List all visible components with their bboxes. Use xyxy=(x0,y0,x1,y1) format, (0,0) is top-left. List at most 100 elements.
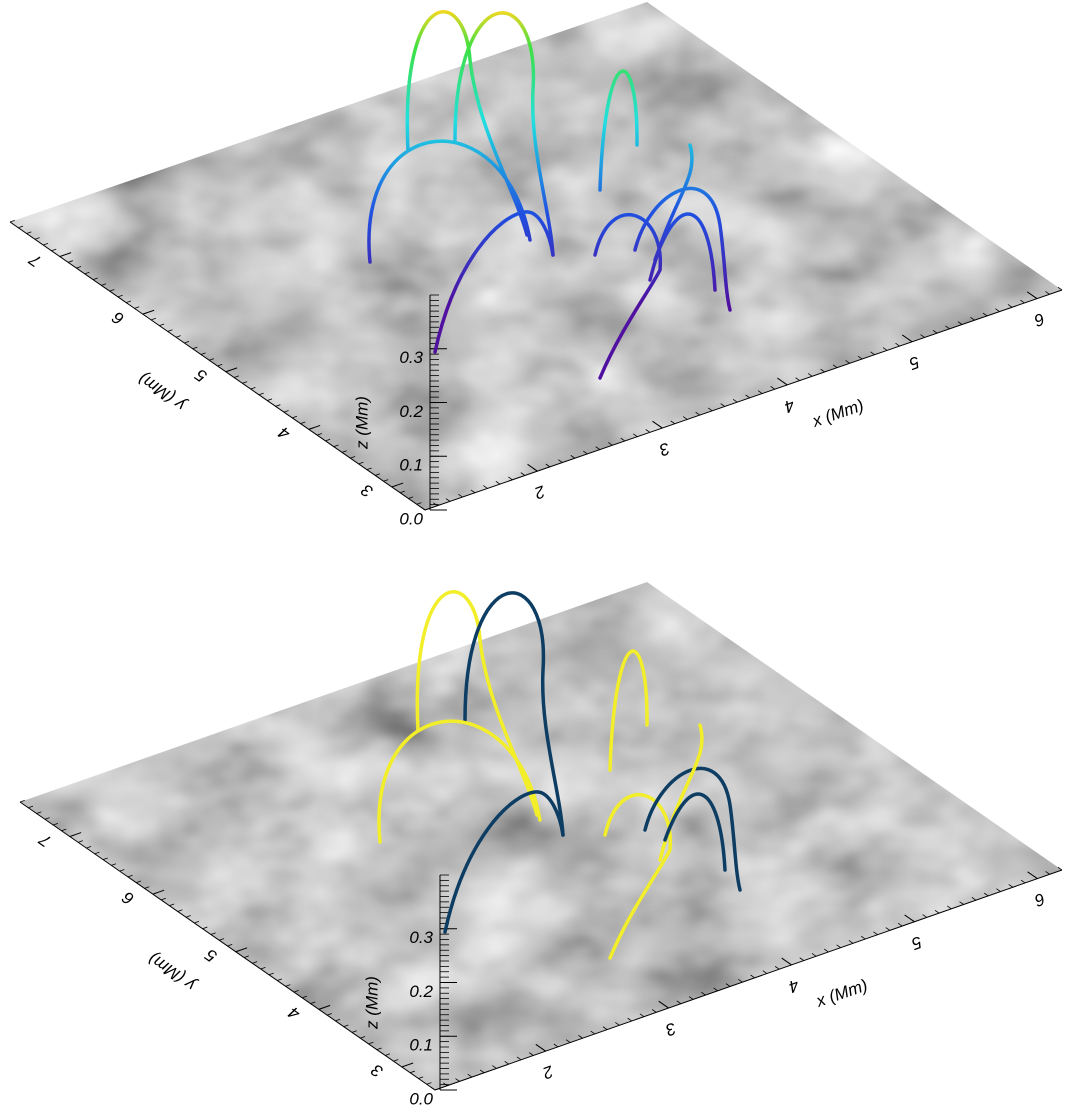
minor-tick xyxy=(934,909,940,914)
minor-tick xyxy=(602,1026,608,1030)
minor-tick xyxy=(1057,866,1063,871)
minor-tick xyxy=(520,472,526,476)
field-line xyxy=(663,792,727,872)
minor-tick xyxy=(160,897,166,901)
panel: 2 3 4 5 6 3 4 5 6 7 0.0 0.1 0.2 0.3 x (Mm) y (Mm) z (Mm) xyxy=(9,2,1063,528)
minor-tick xyxy=(479,1069,485,1074)
y-tick-label: 3 xyxy=(367,1060,386,1081)
minor-tick xyxy=(94,851,100,855)
z-tick-label: 0.3 xyxy=(409,928,433,947)
minor-tick xyxy=(267,398,273,401)
x-tick xyxy=(777,377,788,386)
minor-tick xyxy=(126,300,132,304)
minor-tick xyxy=(1045,871,1050,875)
x-axis-label: x (Mm) xyxy=(809,396,866,432)
y-tick-label: 6 xyxy=(108,307,127,328)
minor-tick xyxy=(799,957,805,961)
y-tick xyxy=(69,832,82,838)
minor-tick xyxy=(426,1082,432,1085)
minor-tick xyxy=(53,823,59,826)
minor-tick xyxy=(945,325,950,330)
minor-tick xyxy=(102,857,108,860)
minor-tick xyxy=(470,489,476,494)
y-tick-label: 5 xyxy=(191,365,210,386)
minor-tick xyxy=(200,352,206,355)
minor-tick xyxy=(632,433,638,437)
minor-tick xyxy=(971,897,977,901)
y-tick xyxy=(142,309,155,315)
minor-tick xyxy=(150,317,156,321)
minor-tick xyxy=(845,360,850,364)
minor-tick xyxy=(982,312,988,317)
minor-tick xyxy=(109,289,115,292)
minor-tick xyxy=(848,940,854,944)
z-axis-label: z (Mm) xyxy=(362,976,381,1030)
minor-tick xyxy=(495,480,501,485)
minor-tick xyxy=(836,944,841,948)
minor-tick xyxy=(455,1078,460,1082)
minor-tick xyxy=(1020,299,1025,304)
x-tick-label: 4 xyxy=(782,395,797,416)
minor-tick xyxy=(713,987,718,992)
x-tick-label: 3 xyxy=(663,1018,679,1039)
minor-tick xyxy=(134,306,140,309)
minor-tick xyxy=(1020,879,1026,884)
x-tick-label: 5 xyxy=(906,352,922,373)
minor-tick xyxy=(695,411,701,416)
minor-tick xyxy=(376,1047,382,1051)
field-line xyxy=(598,69,639,192)
minor-tick xyxy=(175,335,181,338)
minor-tick xyxy=(341,450,347,453)
minor-tick xyxy=(28,805,34,809)
minor-tick xyxy=(351,1030,357,1033)
x-tick xyxy=(535,1043,546,1052)
y-axis-label: y (Mm) xyxy=(135,369,190,415)
minor-tick xyxy=(275,404,281,407)
minor-tick xyxy=(639,1013,645,1017)
x-axis xyxy=(434,869,1063,1091)
minor-tick xyxy=(595,446,601,450)
minor-tick xyxy=(651,1009,657,1013)
minor-tick xyxy=(385,1053,391,1056)
minor-tick xyxy=(820,368,825,373)
minor-tick xyxy=(325,438,331,442)
minor-tick xyxy=(745,394,750,399)
minor-tick xyxy=(136,880,142,884)
minor-tick xyxy=(302,995,308,999)
x-tick xyxy=(658,1000,669,1009)
minor-tick xyxy=(360,1036,366,1039)
z-tick-label: 0.0 xyxy=(399,509,423,528)
minor-tick xyxy=(860,935,866,940)
minor-tick xyxy=(682,416,688,420)
x-axis xyxy=(424,289,1063,511)
minor-tick xyxy=(553,1043,559,1048)
x-axis-label: x (Mm) xyxy=(813,976,870,1012)
minor-tick xyxy=(670,420,676,425)
minor-tick xyxy=(300,421,306,424)
minor-tick xyxy=(293,990,299,993)
minor-tick xyxy=(424,507,430,511)
minor-tick xyxy=(445,498,451,502)
y-tick xyxy=(318,1004,331,1010)
minor-tick xyxy=(897,922,903,927)
minor-tick xyxy=(92,277,98,280)
y-tick-label: 3 xyxy=(357,480,376,501)
minor-tick xyxy=(268,972,274,976)
y-tick-label: 4 xyxy=(285,1003,304,1024)
x-tick xyxy=(1027,871,1038,880)
minor-tick xyxy=(393,1059,399,1062)
minor-tick xyxy=(983,892,989,897)
field-line xyxy=(653,212,717,292)
minor-tick xyxy=(242,381,248,384)
minor-tick xyxy=(832,364,838,368)
minor-tick xyxy=(283,410,289,413)
minor-tick xyxy=(807,373,813,377)
z-tick-label: 0.3 xyxy=(399,348,423,367)
field-line xyxy=(443,790,565,934)
minor-tick xyxy=(19,799,25,803)
x-tick xyxy=(527,463,538,472)
minor-tick xyxy=(895,342,900,347)
minor-tick xyxy=(366,467,372,471)
field-line xyxy=(377,719,542,844)
